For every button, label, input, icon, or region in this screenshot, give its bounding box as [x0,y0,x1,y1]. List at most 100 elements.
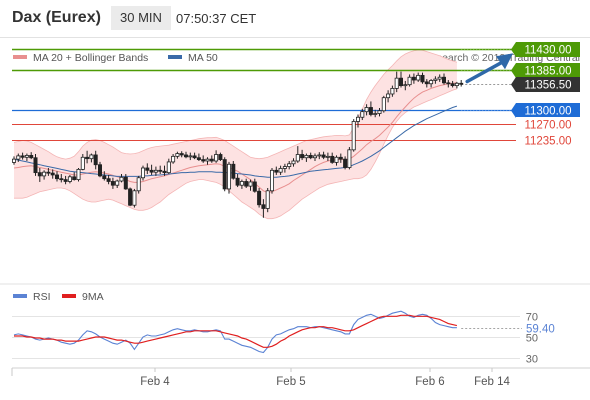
candle-up [269,169,274,192]
level-label-target: 11430.00 [524,45,571,57]
candle-up [24,155,29,158]
candle-up [287,163,292,167]
rsi-tick-label: 50 [526,333,538,345]
candle-down [46,171,51,174]
forecast-arrow-shaft [465,60,504,84]
candle-down [209,158,214,162]
candle-down [424,81,429,85]
level-label-pointer [511,103,516,118]
candle-up [140,167,145,179]
level-label-current: 11356.50 [524,80,571,92]
candle-down [450,83,455,87]
candle-up [295,154,300,162]
candle-down [183,154,188,158]
candle-up [11,158,16,163]
x-tick-label: Feb 6 [415,376,444,388]
candle-up [282,166,287,169]
candle-up [364,107,369,113]
candle-down [338,156,343,160]
rsi-legend-swatch [13,294,27,298]
candle-down [244,181,249,187]
candle-down [261,204,266,209]
candle-down [33,157,38,174]
candle-down [218,154,223,161]
candle-up [239,181,244,186]
level-label-pointer [511,42,516,57]
x-tick-label: Feb 4 [140,376,170,388]
level-label-pointer [511,77,516,92]
level-labels: 11430.00 11385.00 11356.50 11300.00 11270.00… [511,42,580,148]
levels [12,48,516,141]
candle-down [446,82,451,85]
candle-up [416,74,421,81]
candle-up [347,149,352,168]
candle-down [63,179,68,182]
candle-down [321,154,326,158]
candle-down [343,158,348,168]
candle-up [373,113,378,115]
candle-down [330,155,335,163]
bollinger-band-fill [14,49,457,219]
candle-up [132,190,137,206]
candle-up [89,154,94,160]
candle-up [226,163,231,190]
candle-down [37,172,42,177]
candle-up [403,84,408,87]
candle-down [102,175,107,180]
rsi-line [13,310,457,354]
candle-up [312,155,317,159]
level-label-box [516,77,580,92]
candle-down [29,155,34,159]
candle-up [278,168,283,173]
candle-up [360,111,365,118]
candle-down [300,154,305,159]
candle-down [72,176,77,181]
x-tick-label: Feb 14 [474,376,510,388]
candle-down [308,155,313,159]
rsi-tick-label: 70 [526,312,538,324]
level-label-box [516,117,580,132]
candle-down [398,77,403,87]
candle-up [153,169,158,173]
candle-up [175,153,180,157]
candle-up [433,78,438,81]
candle-down [420,74,425,83]
candle-up [265,190,270,209]
candle-up [166,161,171,174]
candle-up [115,180,120,186]
candle-up [205,158,210,162]
candle-up [16,155,21,160]
candle-up [188,155,193,158]
ma20-legend-swatch [13,55,27,59]
moving-averages [13,82,458,194]
candle-down [459,82,464,85]
candle-up [334,156,339,163]
ma9-legend-swatch [62,294,76,298]
candle-down [50,172,55,176]
rsi-ma9-line [14,314,458,348]
level-label-target: 11385.00 [524,66,571,78]
candle-up [381,97,386,112]
candle-up [304,155,309,159]
ma50-legend-label: MA 50 [188,52,218,64]
level-label-box [516,63,580,78]
candle-up [248,181,253,187]
candles [11,71,464,218]
rsi-legend-label: RSI [33,291,51,303]
candle-up [377,110,382,114]
forecast-arrow-head [496,53,513,70]
candle-down [55,174,60,180]
instrument-title: Dax (Eurex) [12,9,101,26]
candle-down [274,169,279,173]
candle-down [149,169,154,173]
x-axis: Feb 4 Feb 5 Feb 6 Feb 14 [11,368,511,388]
candle-down [192,155,197,159]
x-tick-label: Feb 5 [276,376,305,388]
candle-down [201,159,206,162]
candle-up [386,93,391,99]
candle-down [128,188,133,206]
timeframe-badge[interactable]: 30 MIN [111,6,171,30]
candle-down [441,76,446,84]
rsi-tick-label: 30 [526,354,538,366]
candle-up [429,80,434,85]
